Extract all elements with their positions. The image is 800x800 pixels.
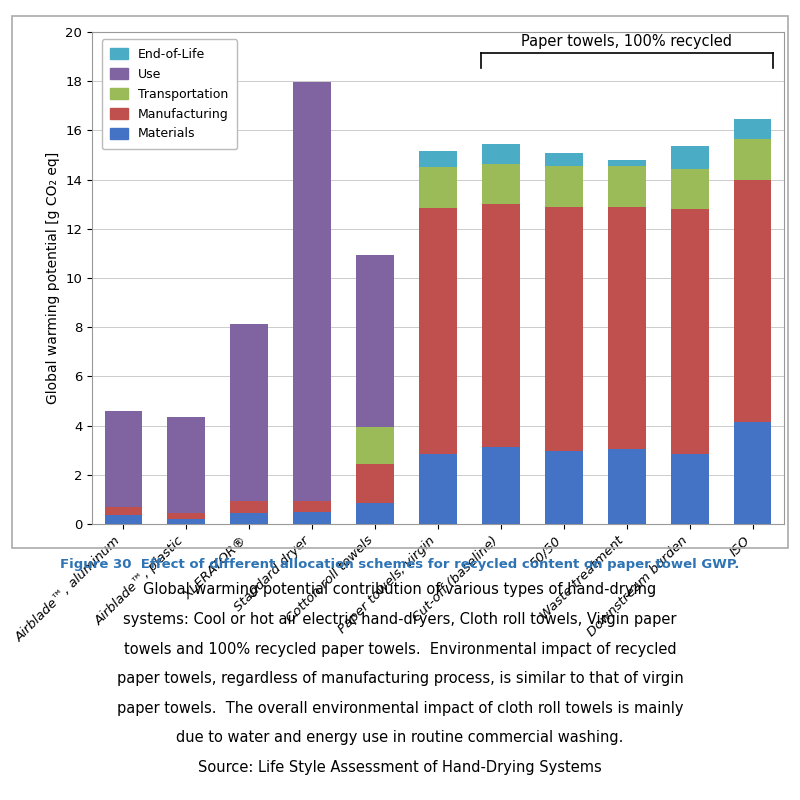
Text: Figure 30  Effect of different allocation schemes for recycled content on paper : Figure 30 Effect of different allocation… (60, 558, 740, 571)
Bar (419, 454, 457, 524)
Bar (294, 512, 331, 524)
Bar (608, 206, 646, 449)
Text: towels and 100% recycled paper towels.  Environmental impact of recycled: towels and 100% recycled paper towels. E… (124, 642, 676, 657)
Bar (230, 323, 268, 501)
Bar (670, 209, 709, 454)
Bar (670, 146, 709, 169)
Bar (356, 503, 394, 524)
Bar (356, 427, 394, 464)
Bar (419, 151, 457, 167)
Bar (482, 204, 520, 446)
Bar (734, 139, 771, 179)
Bar (670, 169, 709, 209)
Bar (545, 153, 582, 166)
Bar (545, 206, 582, 451)
Bar (294, 501, 331, 512)
Bar (230, 501, 268, 513)
Bar (482, 446, 520, 524)
Bar (356, 464, 394, 503)
Bar (482, 144, 520, 164)
Bar (670, 454, 709, 524)
Bar (608, 160, 646, 166)
Bar (105, 515, 142, 524)
Text: due to water and energy use in routine commercial washing.: due to water and energy use in routine c… (176, 730, 624, 746)
Text: Global warming potential contribution of various types of hand-drying: Global warming potential contribution of… (143, 582, 657, 598)
Text: Source: Life Style Assessment of Hand-Drying Systems: Source: Life Style Assessment of Hand-Dr… (198, 760, 602, 775)
Bar (419, 208, 457, 454)
Text: paper towels, regardless of manufacturing process, is similar to that of virgin: paper towels, regardless of manufacturin… (117, 671, 683, 686)
Bar (105, 506, 142, 515)
Bar (419, 167, 457, 208)
Bar (608, 449, 646, 524)
Bar (545, 166, 582, 206)
Bar (356, 254, 394, 427)
Bar (734, 119, 771, 139)
Bar (482, 164, 520, 204)
Text: Paper towels, 100% recycled: Paper towels, 100% recycled (522, 34, 732, 50)
Bar (608, 166, 646, 206)
Text: paper towels.  The overall environmental impact of cloth roll towels is mainly: paper towels. The overall environmental … (117, 701, 683, 716)
Bar (734, 179, 771, 422)
Bar (167, 519, 206, 524)
Bar (105, 411, 142, 506)
Bar (230, 513, 268, 524)
Bar (167, 513, 206, 519)
Bar (734, 422, 771, 524)
Bar (545, 451, 582, 524)
Legend: End-of-Life, Use, Transportation, Manufacturing, Materials: End-of-Life, Use, Transportation, Manufa… (102, 39, 238, 150)
Bar (167, 417, 206, 513)
Y-axis label: Global warming potential [g CO₂ eq]: Global warming potential [g CO₂ eq] (46, 152, 60, 404)
Text: systems: Cool or hot air electric hand-dryers, Cloth roll towels, Virgin paper: systems: Cool or hot air electric hand-d… (123, 612, 677, 627)
Bar (294, 82, 331, 501)
